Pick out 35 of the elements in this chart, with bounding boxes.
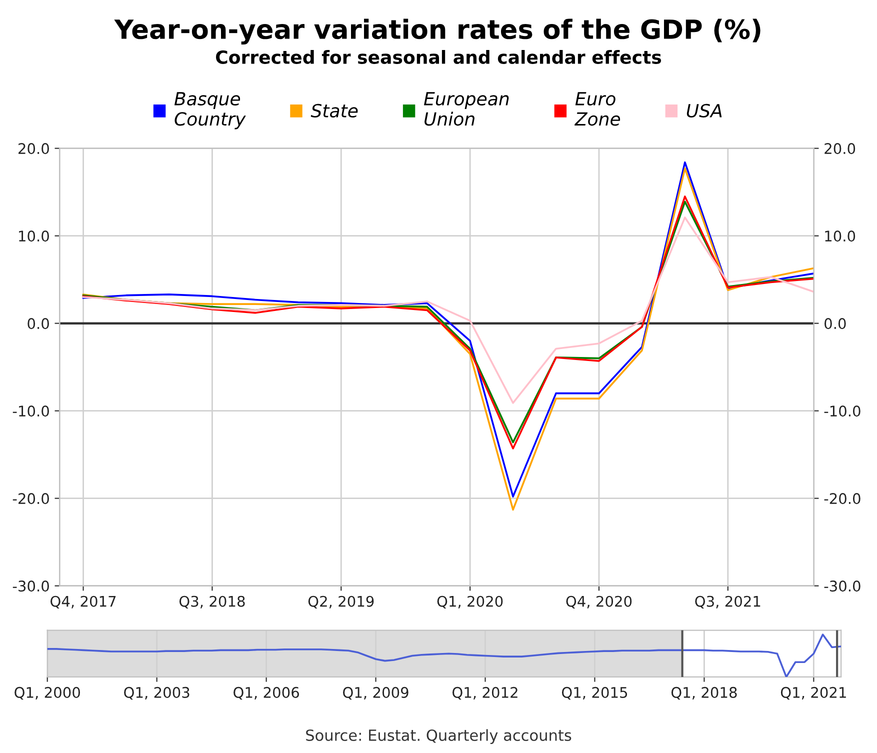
x-tick-label: Q1, 2006: [234, 686, 299, 700]
legend-label: European Union: [424, 92, 509, 126]
y-tick-label: 0.0: [28, 318, 49, 330]
source-note: Source: Eustat. Quarterly accounts: [306, 729, 572, 744]
x-tick-label: Q1, 2015: [562, 686, 628, 700]
x-tick-label: Q1, 2009: [343, 686, 408, 700]
y2-tick-label: 20.0: [824, 143, 856, 154]
legend-label: Basque Country: [174, 92, 246, 130]
y-tick-label: -10.0: [12, 406, 49, 417]
x-tick-label: Q4, 2017: [50, 596, 116, 609]
y-tick-label: 20.0: [18, 143, 49, 154]
y-tick-label: 10.0: [19, 230, 49, 242]
x-tick-label: Q1, 2021: [780, 686, 846, 700]
legend-label: State: [310, 104, 358, 118]
x-tick-label: Q1, 2000: [14, 686, 80, 700]
y-tick-label: -20.0: [12, 493, 49, 504]
x-tick-label: Q1, 2018: [671, 686, 737, 700]
chart-subtitle: Corrected for seasonal and calendar effects: [216, 50, 662, 64]
legend-label: USA: [686, 104, 722, 118]
y2-tick-label: -30.0: [824, 580, 860, 592]
x-tick-label: Q1, 2012: [452, 686, 518, 700]
x-tick-label: Q1, 2003: [124, 686, 190, 700]
y2-tick-label: -20.0: [824, 493, 860, 504]
x-tick-label: Q3, 2021: [695, 596, 760, 609]
x-tick-label: Q1, 2020: [437, 596, 503, 609]
y-tick-label: -30.0: [12, 580, 49, 592]
x-tick-label: Q4, 2020: [566, 596, 632, 609]
x-tick-label: Q3, 2018: [179, 596, 245, 609]
y2-tick-label: 0.0: [824, 318, 846, 330]
x-tick-label: Q2, 2019: [308, 596, 374, 609]
line-series: [82, 216, 814, 404]
y2-tick-label: -10.0: [824, 406, 860, 417]
chart-title: Year-on-year variation rates of the GDP (%): [114, 18, 760, 44]
y2-tick-label: 10.0: [825, 230, 856, 242]
legend-label: Euro Zone: [574, 92, 620, 126]
